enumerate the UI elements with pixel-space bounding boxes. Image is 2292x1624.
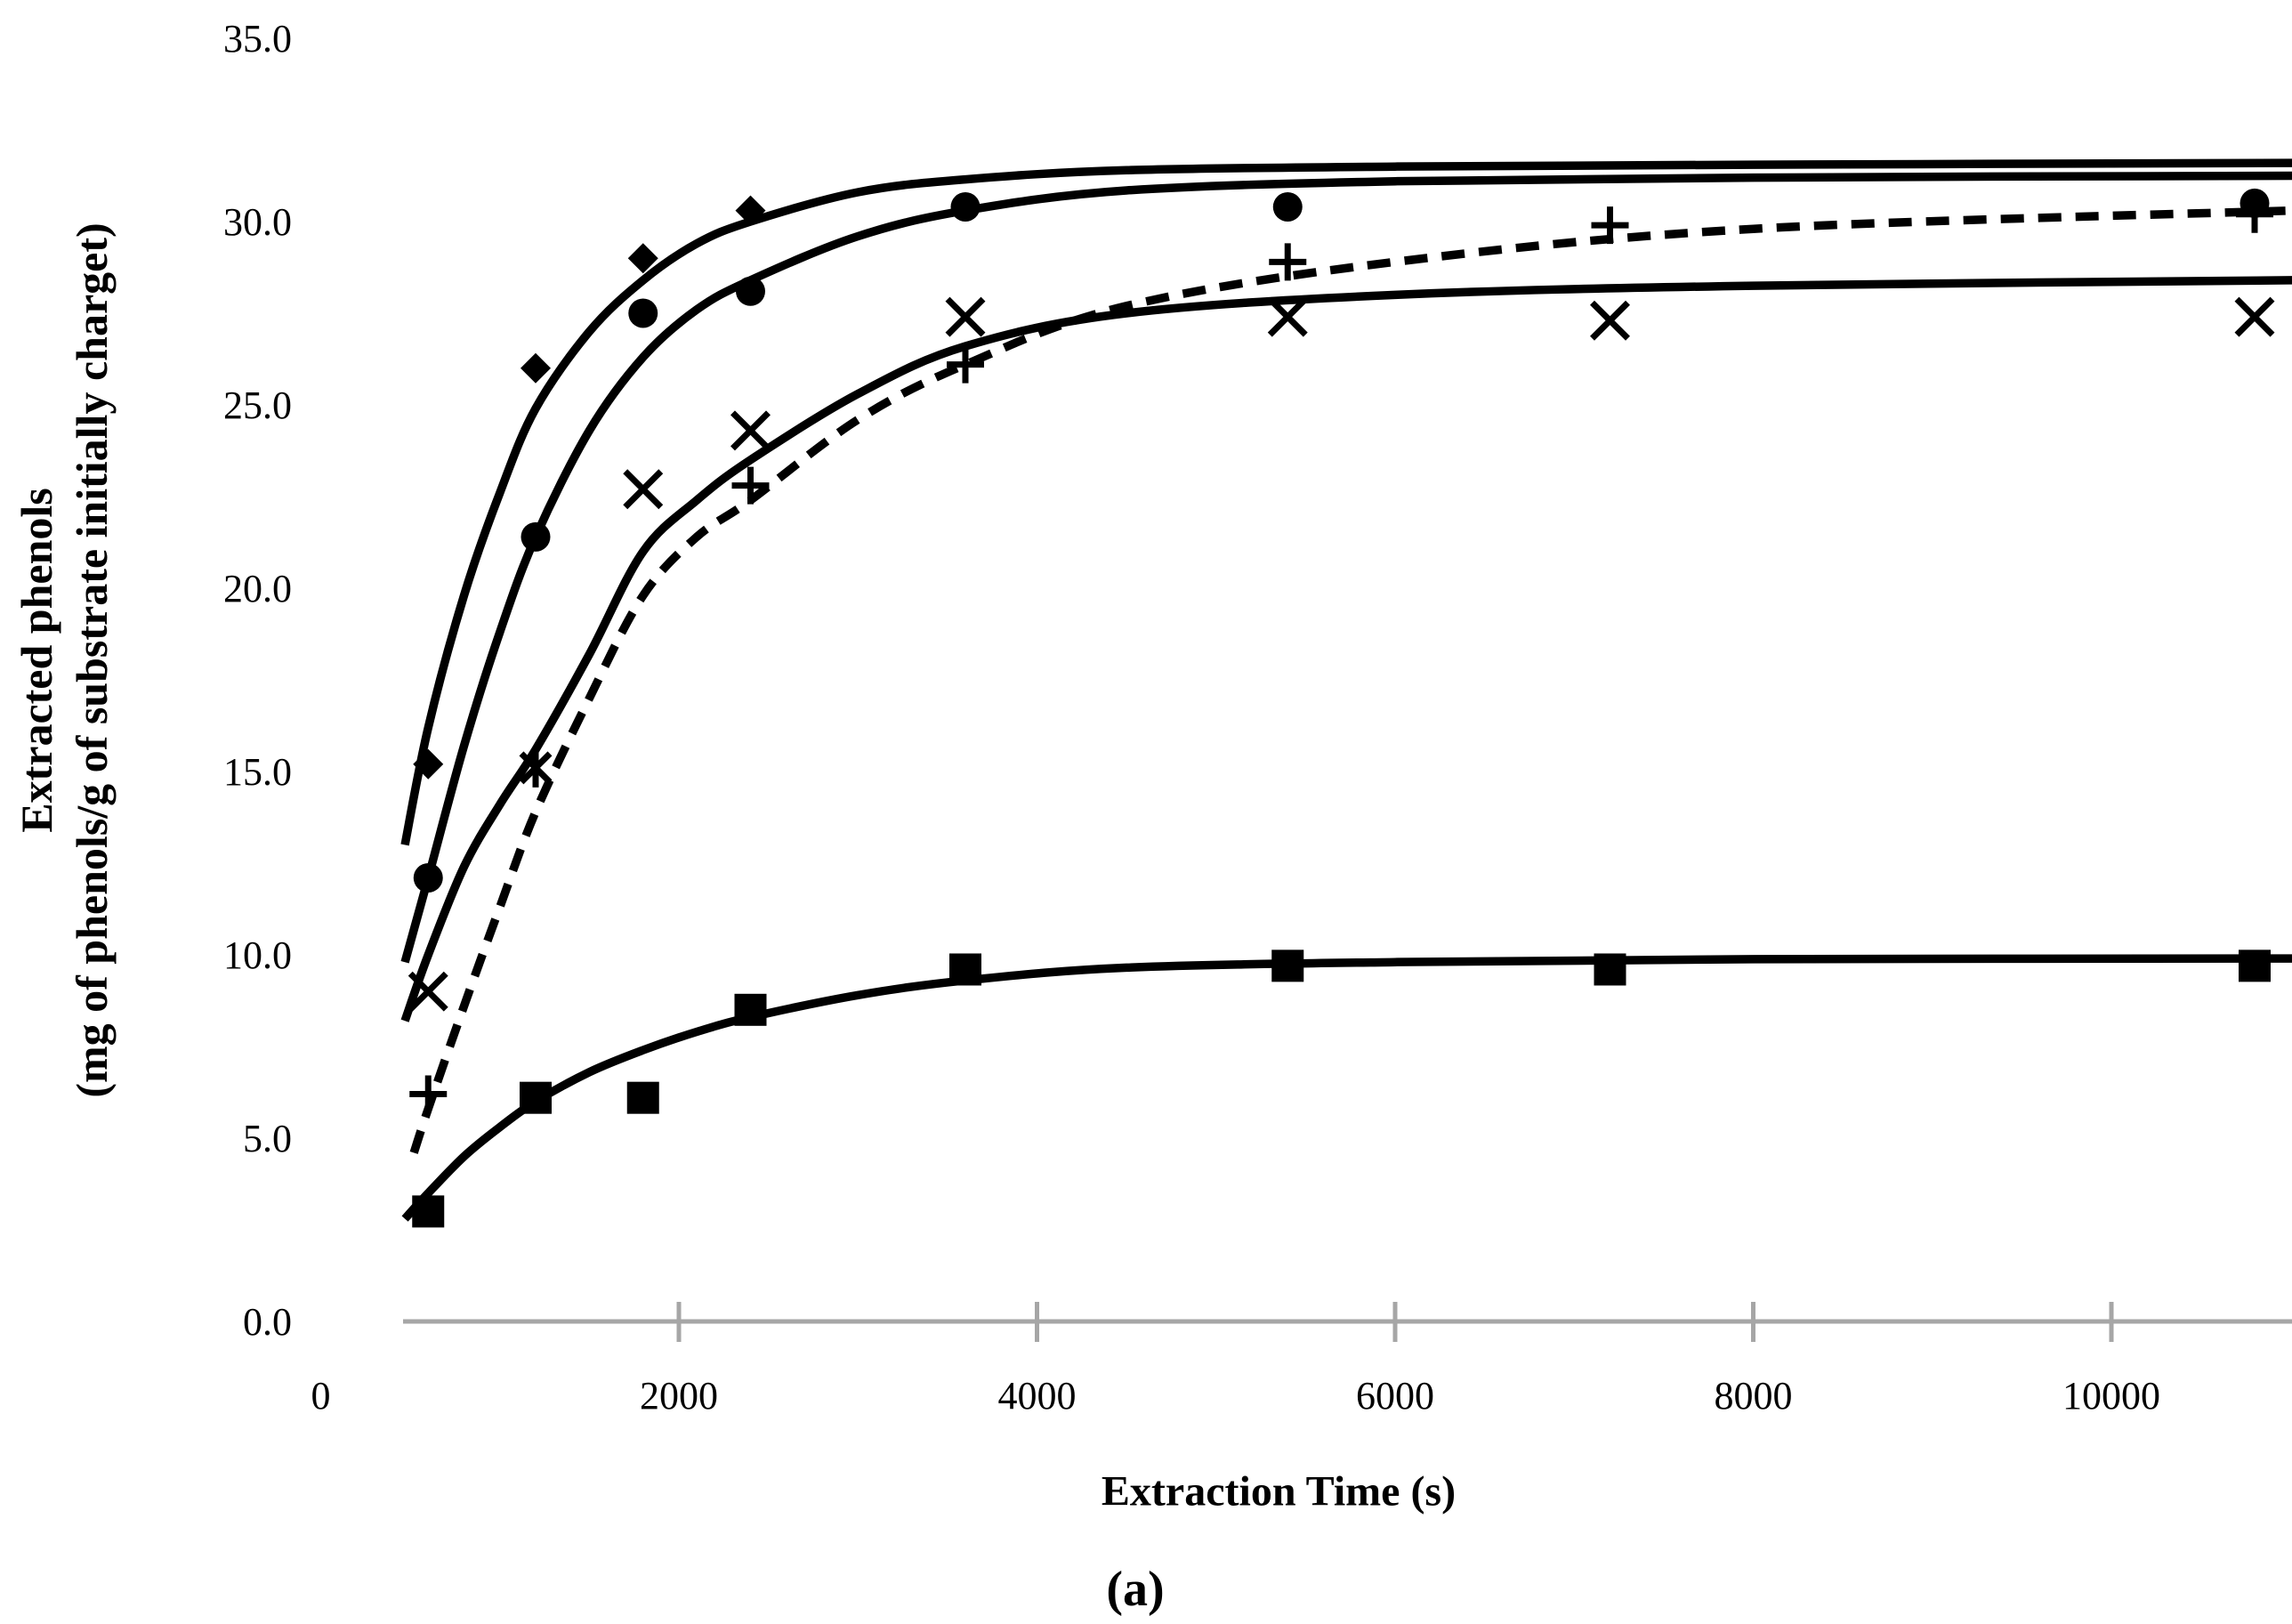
y-axis-title-line1: Extracted phenols bbox=[12, 488, 61, 833]
x-tick-label: 6000 bbox=[1356, 1374, 1434, 1418]
y-tick-label: 15.0 bbox=[223, 750, 292, 794]
circle-marker bbox=[1272, 192, 1303, 222]
x-marker bbox=[623, 469, 664, 510]
y-tick-label: 35.0 bbox=[223, 17, 292, 61]
plus-marker bbox=[731, 466, 770, 505]
circle-marker bbox=[736, 276, 765, 306]
square-marker bbox=[1271, 949, 1304, 982]
star-marker bbox=[519, 747, 553, 788]
diamond-series-fit-curve bbox=[400, 158, 2292, 846]
square-marker bbox=[949, 953, 981, 986]
circle-marker bbox=[413, 862, 443, 893]
x-marker bbox=[408, 971, 448, 1012]
y-tick-label: 20.0 bbox=[223, 567, 292, 610]
diamond-marker bbox=[627, 243, 658, 274]
star-overlap-point bbox=[519, 747, 553, 788]
y-tick-label: 0.0 bbox=[243, 1300, 292, 1344]
diamond-marker bbox=[521, 352, 551, 384]
diamond-marker bbox=[413, 748, 444, 780]
x-tick-label: 0 bbox=[311, 1374, 331, 1418]
square-series bbox=[412, 949, 2271, 1228]
square-marker bbox=[626, 1081, 659, 1114]
circle-marker bbox=[521, 521, 551, 552]
diamond-marker bbox=[735, 195, 766, 226]
x-tick-label: 2000 bbox=[640, 1374, 718, 1418]
y-tick-label: 10.0 bbox=[223, 933, 292, 977]
y-tick-label: 5.0 bbox=[243, 1117, 292, 1160]
x-series bbox=[408, 296, 2275, 1012]
square-marker bbox=[1594, 953, 1626, 986]
plus-marker bbox=[947, 345, 984, 384]
plus-marker bbox=[409, 1075, 448, 1113]
diamond-series bbox=[413, 195, 766, 780]
plus-series bbox=[409, 195, 2273, 1113]
x-tick-label: 8000 bbox=[1715, 1374, 1793, 1418]
circle-series bbox=[413, 188, 2270, 893]
square-marker bbox=[412, 1195, 445, 1228]
circle-marker bbox=[950, 192, 981, 222]
x-marker bbox=[1590, 300, 1630, 341]
x-tick-label: 4000 bbox=[998, 1374, 1077, 1418]
x-marker bbox=[730, 410, 771, 451]
square-series-fit-curve bbox=[401, 954, 2292, 1222]
square-marker bbox=[520, 1081, 552, 1114]
plus-series-fit-curve bbox=[409, 206, 2292, 1154]
y-tick-label: 30.0 bbox=[223, 200, 292, 244]
x-marker bbox=[945, 296, 986, 337]
x-marker bbox=[1267, 296, 1308, 337]
plus-marker bbox=[1269, 243, 1307, 281]
x-tick-label: 10000 bbox=[2062, 1374, 2160, 1418]
subfigure-caption: (a) bbox=[1106, 1562, 1165, 1617]
y-axis-title: Extracted phenols (mg of phenols/g of su… bbox=[9, 222, 119, 1097]
x-series-fit-curve bbox=[400, 276, 2292, 1022]
plus-marker bbox=[1591, 206, 1629, 245]
plus-marker bbox=[2236, 195, 2273, 233]
x-axis-title: Extraction Time (s) bbox=[1101, 1467, 1457, 1515]
circle-series-fit-curve bbox=[400, 171, 2292, 964]
x-marker bbox=[2234, 296, 2275, 337]
circle-marker bbox=[628, 298, 658, 328]
y-tick-label: 25.0 bbox=[223, 384, 292, 427]
y-axis-title-line2: (mg of phenols/g of substrate initially … bbox=[67, 222, 117, 1098]
square-marker bbox=[2239, 949, 2271, 982]
square-marker bbox=[734, 993, 767, 1026]
